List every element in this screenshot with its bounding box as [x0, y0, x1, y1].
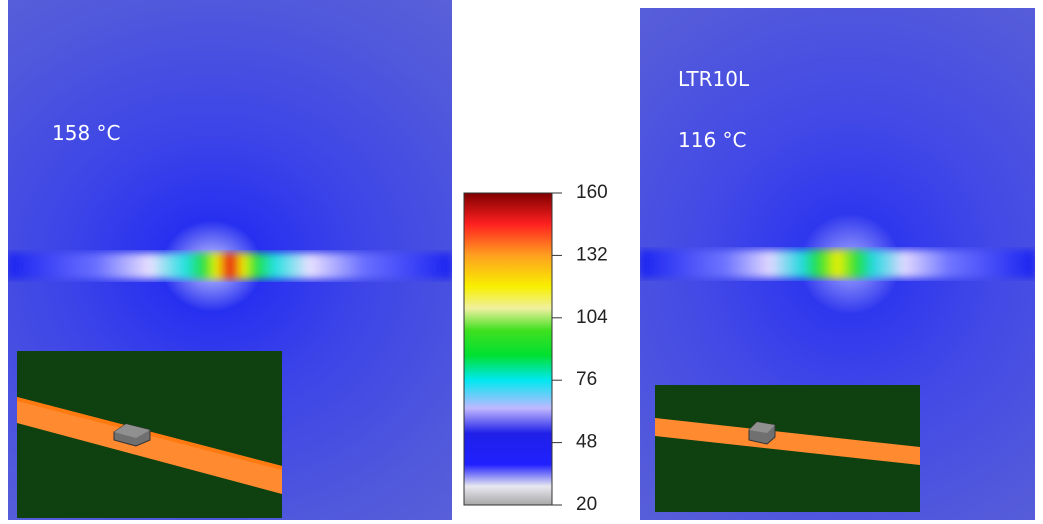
colorbar-ticks: 20 48 76 104 132 160 [552, 182, 608, 515]
tick-label: 76 [576, 369, 597, 390]
left-inset [17, 351, 282, 518]
tick-label: 48 [576, 432, 597, 453]
right-temperature: 116 °C [678, 128, 747, 152]
left-temperature: 158 °C [52, 121, 121, 145]
tick-label: 160 [576, 182, 608, 203]
tick-label: 20 [576, 494, 597, 515]
figure: 158 °C LTR10L 116 °C 20 48 76 104 132 160 [0, 0, 1043, 524]
right-title: LTR10L [678, 67, 750, 91]
tick-label: 104 [576, 307, 608, 328]
colorbar [464, 193, 552, 505]
tick-label: 132 [576, 244, 608, 265]
right-inset [655, 385, 920, 512]
